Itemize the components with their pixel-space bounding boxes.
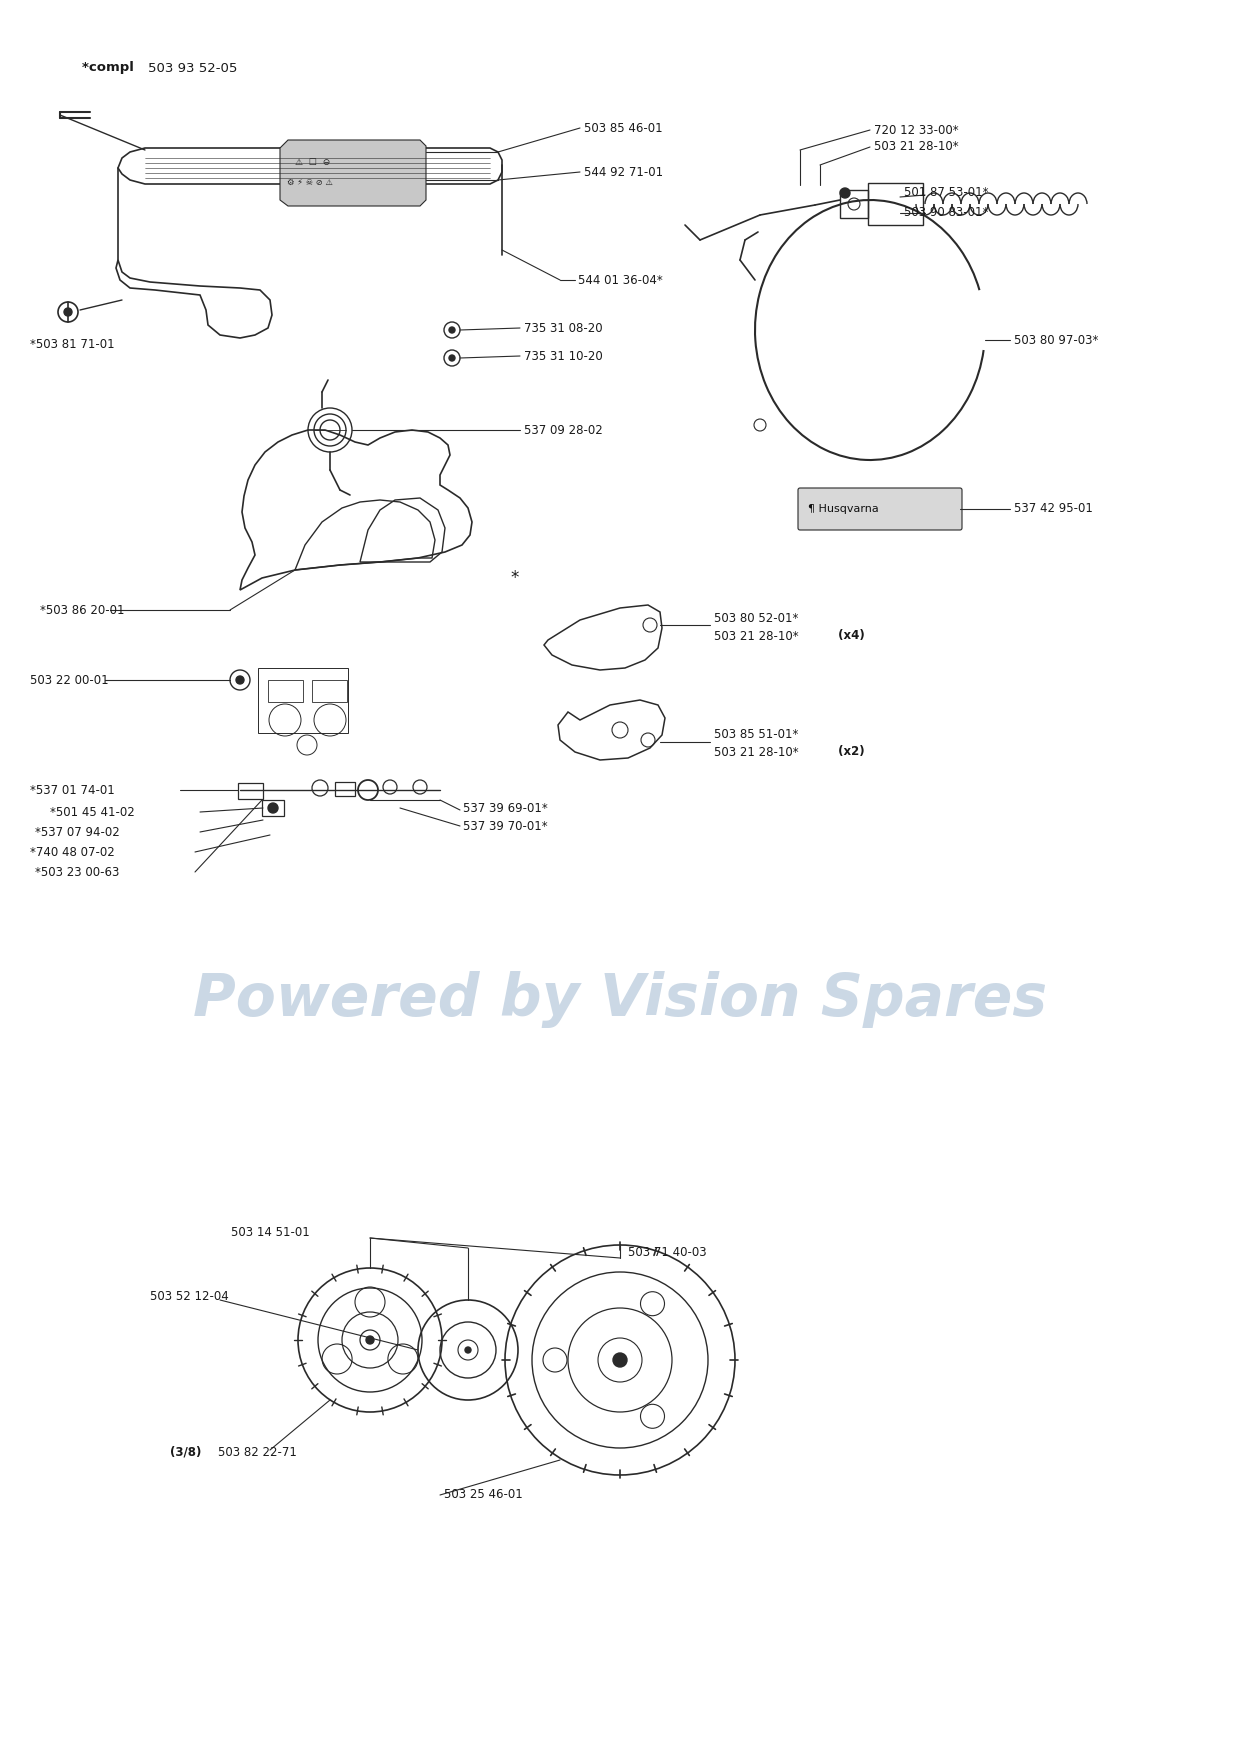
Text: 503 93 52-05: 503 93 52-05 [148,61,237,74]
Text: 503 85 46-01: 503 85 46-01 [584,121,662,135]
Circle shape [449,354,455,361]
Bar [258,668,348,733]
Text: 544 92 71-01: 544 92 71-01 [584,165,663,179]
Text: 503 80 52-01*: 503 80 52-01* [714,612,799,624]
Circle shape [465,1347,471,1352]
Text: 544 01 36-04*: 544 01 36-04* [578,274,662,286]
Text: *537 01 74-01: *537 01 74-01 [30,784,115,796]
Bar [335,782,355,796]
Bar [839,189,868,217]
Text: 537 42 95-01: 537 42 95-01 [1014,502,1092,516]
Text: *537 07 94-02: *537 07 94-02 [35,826,120,838]
Text: ⚠  ☐  ⊖: ⚠ ☐ ⊖ [295,158,330,167]
Text: 735 31 08-20: 735 31 08-20 [525,321,603,335]
Text: 735 31 10-20: 735 31 10-20 [525,349,603,363]
Text: 503 25 46-01: 503 25 46-01 [444,1489,523,1501]
Polygon shape [280,140,427,205]
Text: (3/8): (3/8) [170,1445,206,1459]
Text: *503 81 71-01: *503 81 71-01 [30,339,114,351]
Bar [268,681,303,702]
Circle shape [64,309,72,316]
Text: 503 90 83-01*: 503 90 83-01* [904,207,988,219]
Text: (x2): (x2) [835,745,864,758]
Text: (x4): (x4) [835,630,864,642]
Text: 503 14 51-01: 503 14 51-01 [231,1226,310,1238]
Bar [312,681,347,702]
Circle shape [268,803,278,814]
Text: 503 21 28-10*: 503 21 28-10* [714,745,799,758]
Text: *: * [510,568,518,588]
Text: 503 21 28-10*: 503 21 28-10* [874,140,959,154]
Text: *740 48 07-02: *740 48 07-02 [30,845,115,858]
FancyBboxPatch shape [799,488,962,530]
Text: 503 52 12-04: 503 52 12-04 [150,1289,228,1303]
Text: 537 09 28-02: 537 09 28-02 [525,423,603,437]
Text: Powered by Vision Spares: Powered by Vision Spares [193,972,1047,1028]
Bar [238,782,263,800]
Text: *501 45 41-02: *501 45 41-02 [50,805,135,819]
Text: 503 71 40-03: 503 71 40-03 [627,1245,707,1259]
Text: 503 22 00-01: 503 22 00-01 [30,674,109,686]
Circle shape [236,675,244,684]
Text: ⚙ ⚡ ☠ ⊘ ⚠: ⚙ ⚡ ☠ ⊘ ⚠ [286,177,332,186]
Text: 503 82 22-71: 503 82 22-71 [218,1445,296,1459]
Circle shape [366,1337,374,1344]
Bar [868,182,923,225]
Circle shape [613,1352,627,1366]
Text: *compl: *compl [82,61,139,74]
Circle shape [839,188,849,198]
Text: 503 21 28-10*: 503 21 28-10* [714,630,799,642]
Text: *503 23 00-63: *503 23 00-63 [35,865,119,879]
Text: 501 87 53-01*: 501 87 53-01* [904,186,988,200]
Circle shape [449,326,455,333]
Text: 503 80 97-03*: 503 80 97-03* [1014,333,1099,347]
Text: *503 86 20-01: *503 86 20-01 [40,603,124,616]
Text: 537 39 69-01*: 537 39 69-01* [463,802,548,814]
Text: ¶ Husqvarna: ¶ Husqvarna [808,503,879,514]
Text: 720 12 33-00*: 720 12 33-00* [874,123,959,137]
Bar [262,800,284,816]
Text: 503 85 51-01*: 503 85 51-01* [714,728,799,740]
Text: 537 39 70-01*: 537 39 70-01* [463,819,548,833]
